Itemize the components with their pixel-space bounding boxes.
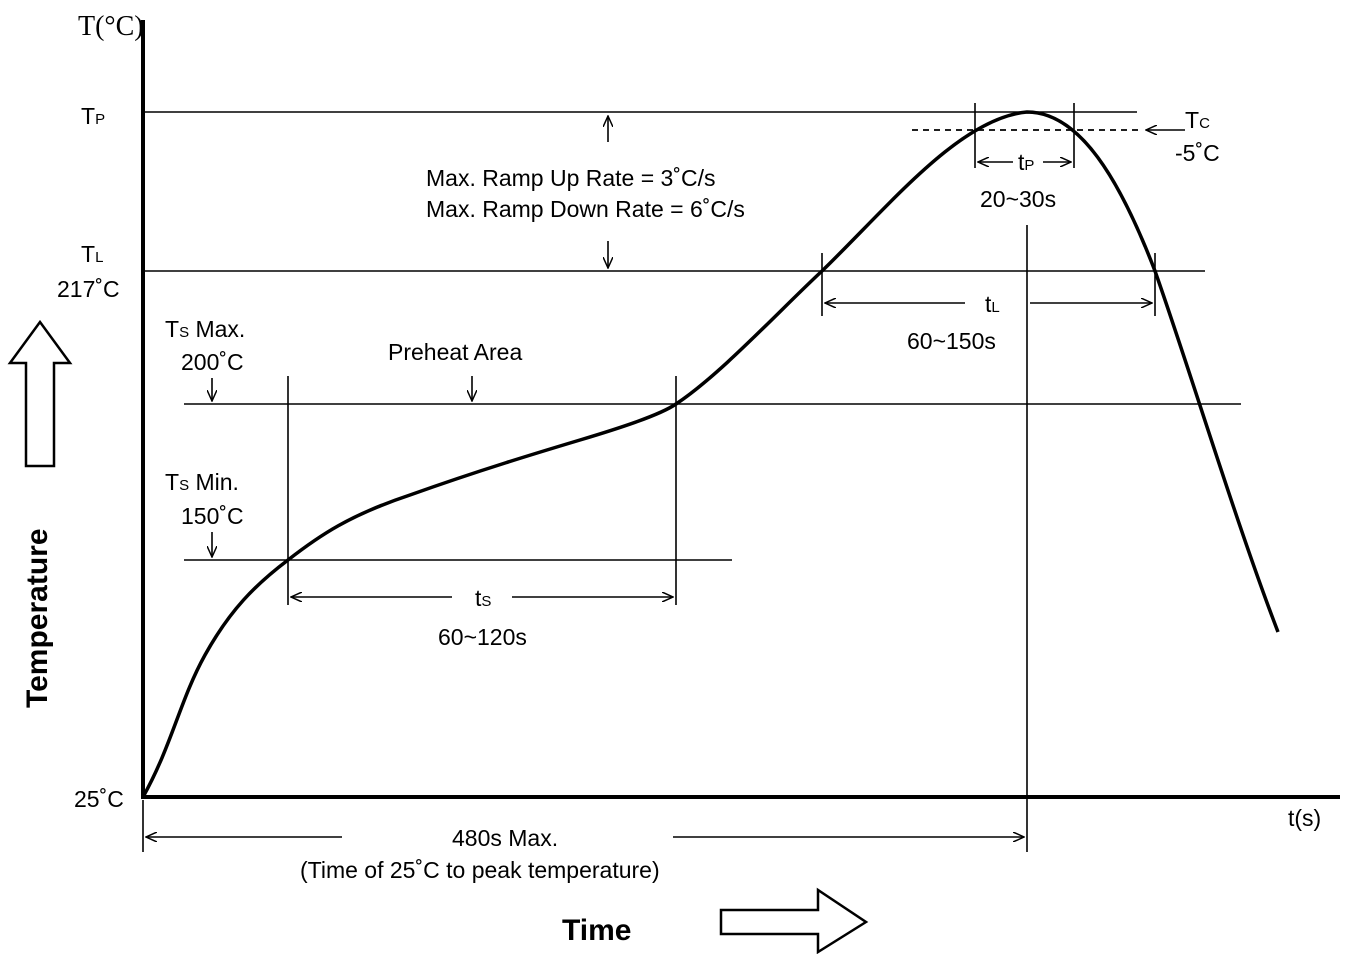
origin-temperature-label: 25˚C xyxy=(74,786,124,812)
tl-value: 217˚C xyxy=(57,276,120,302)
ts-max-value: 200˚C xyxy=(181,349,244,375)
ts-max-label: TS Max. xyxy=(165,316,245,342)
temperature-direction-arrow-icon xyxy=(10,322,70,466)
tc-label: TC xyxy=(1185,107,1210,133)
x-axis-unit-label: t(s) xyxy=(1288,805,1321,831)
tp-interval-range: 20~30s xyxy=(980,186,1056,212)
time-direction-arrow-icon xyxy=(721,890,866,952)
ts-interval-label: tS xyxy=(475,585,491,611)
tp-label: TP xyxy=(81,103,105,129)
ramp-up-rate-text: Max. Ramp Up Rate = 3˚C/s xyxy=(426,165,716,191)
tc-value: -5˚C xyxy=(1175,140,1220,166)
ts-min-label: TS Min. xyxy=(165,469,239,495)
tp-interval-label: tP xyxy=(1018,149,1034,175)
time-caption: Time xyxy=(562,914,631,947)
total-time-label: 480s Max. xyxy=(452,825,558,851)
tl-interval-range: 60~150s xyxy=(907,328,996,354)
temperature-caption: Temperature xyxy=(21,528,54,708)
ts-interval-range: 60~120s xyxy=(438,624,527,650)
total-time-note: (Time of 25˚C to peak temperature) xyxy=(300,857,660,883)
y-axis-title: T(°C) xyxy=(78,11,144,42)
tl-interval-label: tL xyxy=(985,291,1000,317)
ramp-down-rate-text: Max. Ramp Down Rate = 6˚C/s xyxy=(426,196,745,222)
ts-min-value: 150˚C xyxy=(181,503,244,529)
preheat-area-label: Preheat Area xyxy=(388,339,522,365)
tl-label: TL xyxy=(81,241,103,267)
